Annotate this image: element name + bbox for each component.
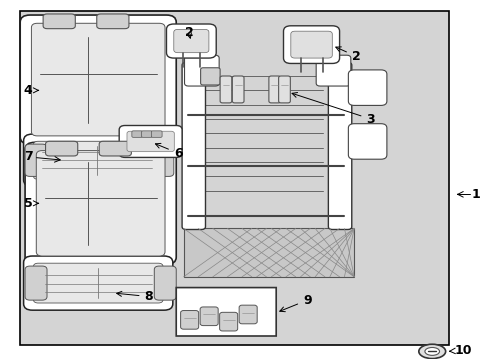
FancyBboxPatch shape (239, 305, 257, 324)
FancyBboxPatch shape (328, 62, 351, 229)
FancyBboxPatch shape (23, 134, 170, 186)
FancyBboxPatch shape (178, 58, 358, 280)
FancyBboxPatch shape (347, 70, 386, 105)
FancyBboxPatch shape (132, 131, 142, 137)
FancyBboxPatch shape (127, 131, 174, 152)
Text: 1: 1 (470, 188, 479, 201)
FancyBboxPatch shape (200, 68, 220, 85)
FancyBboxPatch shape (219, 312, 237, 331)
FancyBboxPatch shape (166, 24, 216, 58)
FancyBboxPatch shape (268, 76, 280, 103)
FancyBboxPatch shape (142, 131, 152, 137)
FancyBboxPatch shape (176, 288, 276, 336)
FancyBboxPatch shape (184, 55, 219, 86)
Text: 9: 9 (279, 294, 311, 312)
FancyBboxPatch shape (97, 14, 129, 29)
FancyBboxPatch shape (283, 26, 339, 63)
Text: 3: 3 (291, 93, 374, 126)
Bar (183, 228, 353, 277)
FancyBboxPatch shape (316, 55, 350, 86)
FancyBboxPatch shape (45, 141, 78, 156)
FancyBboxPatch shape (173, 30, 208, 53)
FancyBboxPatch shape (154, 266, 176, 300)
FancyBboxPatch shape (25, 142, 176, 264)
FancyBboxPatch shape (180, 311, 198, 329)
FancyBboxPatch shape (290, 31, 331, 58)
FancyBboxPatch shape (182, 62, 205, 229)
FancyBboxPatch shape (20, 15, 176, 144)
Text: 5: 5 (23, 197, 39, 210)
FancyBboxPatch shape (25, 266, 47, 300)
FancyBboxPatch shape (347, 124, 386, 159)
FancyBboxPatch shape (278, 76, 290, 103)
FancyBboxPatch shape (151, 131, 162, 137)
Text: 8: 8 (117, 290, 153, 303)
FancyBboxPatch shape (31, 23, 164, 136)
Text: 2: 2 (335, 47, 360, 63)
FancyBboxPatch shape (43, 14, 75, 29)
Text: 2: 2 (184, 27, 193, 40)
Ellipse shape (418, 344, 445, 359)
Bar (20, 12, 448, 345)
Text: 4: 4 (23, 84, 39, 97)
FancyBboxPatch shape (33, 263, 163, 303)
FancyBboxPatch shape (23, 256, 172, 310)
FancyBboxPatch shape (220, 76, 231, 103)
Text: 10: 10 (453, 344, 471, 357)
FancyBboxPatch shape (36, 150, 164, 256)
FancyBboxPatch shape (232, 76, 244, 103)
FancyBboxPatch shape (25, 144, 47, 176)
FancyBboxPatch shape (152, 144, 173, 176)
FancyBboxPatch shape (200, 307, 218, 325)
Text: 7: 7 (23, 150, 32, 163)
Text: 6: 6 (155, 143, 182, 159)
FancyBboxPatch shape (33, 141, 160, 179)
FancyBboxPatch shape (99, 141, 131, 156)
FancyBboxPatch shape (119, 126, 182, 157)
Ellipse shape (424, 347, 439, 355)
